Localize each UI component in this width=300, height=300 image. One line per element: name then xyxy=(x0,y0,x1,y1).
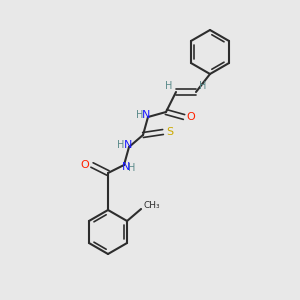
Text: H: H xyxy=(136,110,143,120)
Text: H: H xyxy=(128,163,136,173)
Text: O: O xyxy=(81,160,89,170)
Text: N: N xyxy=(122,162,130,172)
Text: O: O xyxy=(187,112,195,122)
Text: S: S xyxy=(167,127,174,137)
Text: CH₃: CH₃ xyxy=(143,200,160,209)
Text: N: N xyxy=(142,110,150,120)
Text: H: H xyxy=(117,140,124,150)
Text: H: H xyxy=(199,81,207,91)
Text: H: H xyxy=(165,81,173,91)
Text: N: N xyxy=(124,140,132,150)
